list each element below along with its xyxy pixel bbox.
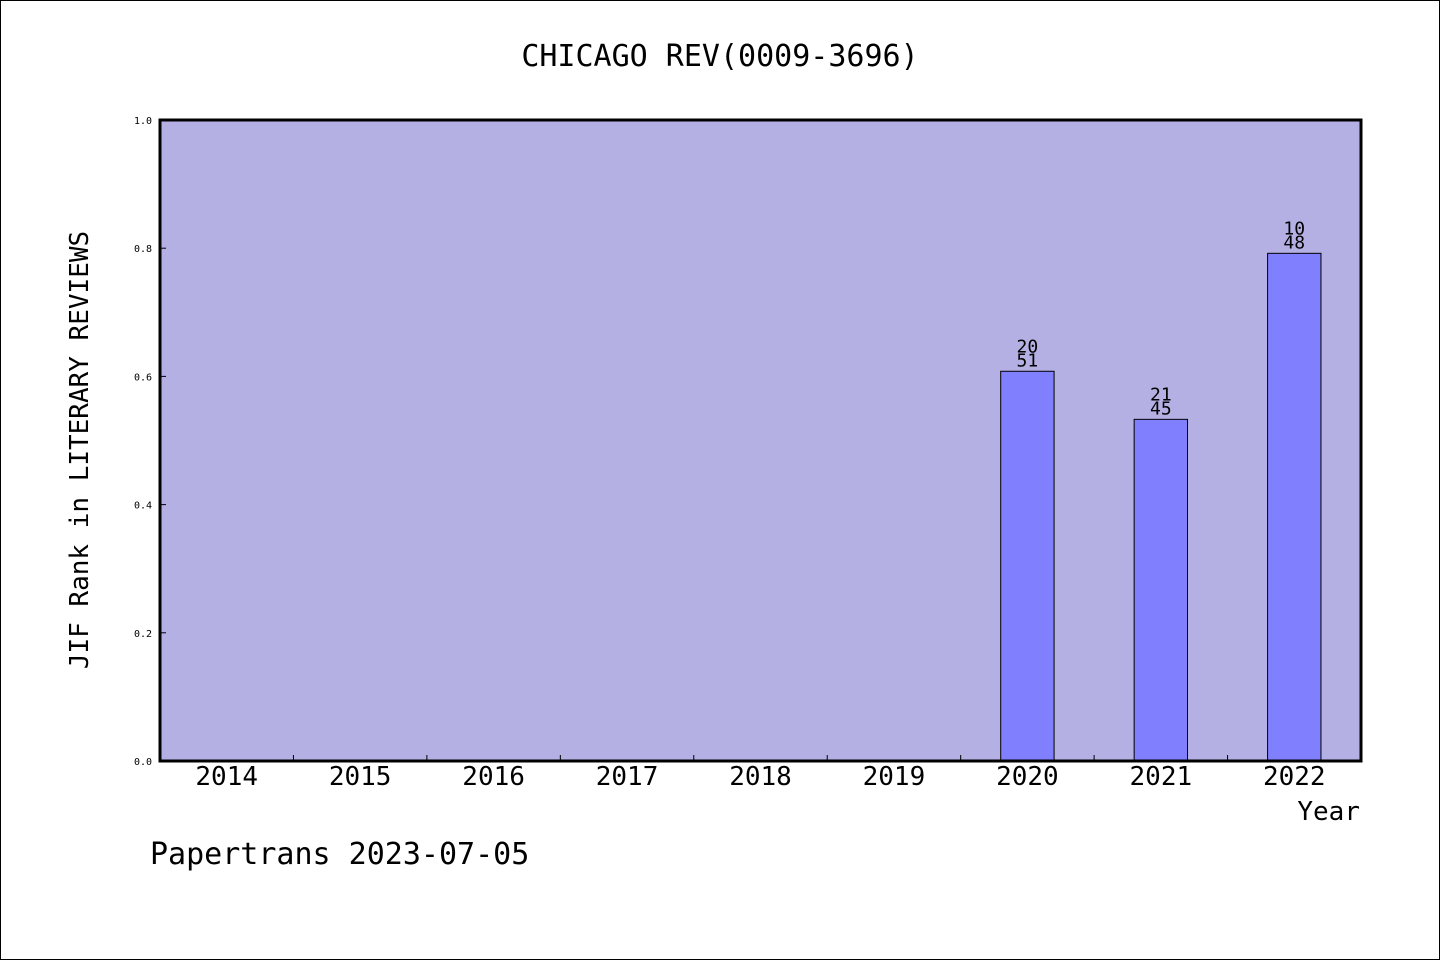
footer-text: Papertrans 2023-07-05 [150, 837, 529, 872]
y-axis-label: JIF Rank in LITERARY REVIEWS [65, 231, 95, 669]
y-tick-label: 0.8 [134, 244, 152, 255]
bar-2022 [1267, 252, 1322, 762]
x-tick-label: 2021 [1130, 762, 1193, 792]
x-tick-label: 2015 [329, 762, 392, 792]
y-tick-label: 0.4 [134, 501, 152, 512]
plot-border [158, 118, 1363, 763]
bar-2021 [1133, 418, 1189, 762]
x-tick-label: 2018 [729, 762, 792, 792]
y-tick-label: 0.2 [134, 629, 152, 640]
x-tick-label: 2016 [462, 762, 525, 792]
bar-rank-label: 21 [1150, 384, 1172, 405]
x-tick-label: 2022 [1263, 762, 1326, 792]
bar-total-label: 48 [1283, 232, 1305, 253]
bar-rank-label: 10 [1283, 218, 1305, 239]
x-tick-label: 2014 [195, 762, 258, 792]
bar-2020 [1000, 370, 1055, 762]
y-tick-label: 1.0 [134, 116, 152, 127]
bar-total-label: 45 [1150, 398, 1172, 419]
x-tick-label: 2020 [996, 762, 1059, 792]
bar-total-label: 51 [1017, 350, 1039, 371]
y-tick-label: 0.6 [134, 372, 152, 383]
x-tick-label: 2019 [863, 762, 926, 792]
x-tick-label: 2017 [596, 762, 659, 792]
bar-rank-label: 20 [1017, 336, 1039, 357]
x-axis-label: Year [1297, 797, 1360, 827]
chart-title: CHICAGO REV(0009-3696) [521, 39, 918, 74]
y-tick-label: 0.0 [134, 757, 152, 768]
